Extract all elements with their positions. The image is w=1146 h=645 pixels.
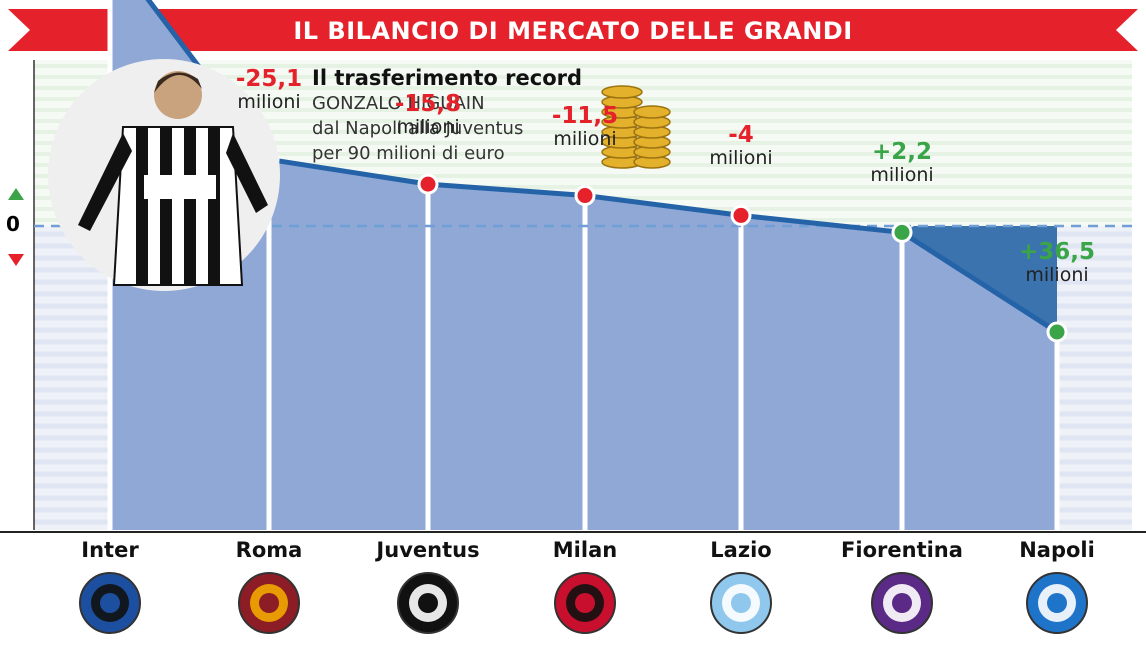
- data-label-roma: -25,1 milioni: [236, 67, 302, 113]
- data-label-juventus: -15,8 milioni: [395, 92, 461, 138]
- unit-label: milioni: [396, 116, 460, 139]
- data-label-lazio: -4 milioni: [709, 123, 772, 169]
- data-point-milan: [574, 185, 596, 207]
- chart-title: IL BILANCIO DI MERCATO DELLE GRANDI: [293, 17, 853, 45]
- tick-label-inter: Inter: [81, 538, 139, 562]
- data-label-fiorentina: +2,2 milioni: [870, 140, 933, 186]
- value-label: +2,2: [871, 139, 933, 166]
- unit-label: milioni: [553, 127, 617, 150]
- napoli-logo-icon: [1024, 570, 1090, 636]
- tick-label-lazio: Lazio: [710, 538, 772, 562]
- fiorentina-logo-icon: [869, 570, 935, 636]
- unit-label: milioni: [1025, 264, 1089, 286]
- value-label: -4: [728, 122, 754, 149]
- lazio-logo-icon: [708, 570, 774, 636]
- tick-label-milan: Milan: [552, 538, 618, 562]
- record-route: dal Napoli alla Juventus: [312, 118, 524, 139]
- milan-logo-icon: [552, 570, 618, 636]
- unit-label: milioni: [870, 164, 934, 187]
- value-label: -15,8: [394, 91, 462, 118]
- roma-logo-icon: [236, 570, 302, 636]
- player-photo: [28, 55, 300, 300]
- zero-axis-label: 0: [6, 212, 20, 236]
- unit-label: milioni: [709, 147, 773, 170]
- data-point-juventus: [417, 173, 439, 195]
- unit-label: milioni: [237, 91, 301, 114]
- record-transfer-note: Il trasferimento record GONZALO HIGUAIN …: [312, 66, 582, 166]
- down-arrow-icon: [8, 254, 24, 266]
- coins-icon: [596, 82, 676, 177]
- data-label-milan: -11,5 milioni: [552, 104, 618, 150]
- record-title: Il trasferimento record: [312, 66, 583, 90]
- tick-label-fiorentina: Fiorentina: [841, 538, 963, 562]
- record-player: GONZALO HIGUAIN: [312, 93, 485, 114]
- tick-label-napoli: Napoli: [1019, 538, 1095, 562]
- data-point-lazio: [730, 204, 752, 226]
- value-label: -25,1: [235, 66, 303, 93]
- tick-label-roma: Roma: [235, 538, 303, 562]
- data-point-fiorentina: [891, 221, 913, 243]
- juventus-logo-icon: [395, 570, 461, 636]
- value-label: -11,5: [551, 102, 619, 129]
- tick-label-juventus: Juventus: [376, 538, 480, 562]
- data-label-napoli: +36,5 milioni: [1019, 240, 1095, 286]
- value-label: +36,5: [1018, 239, 1096, 265]
- data-point-napoli: [1046, 321, 1068, 343]
- up-arrow-icon: [8, 188, 24, 200]
- record-amount: per 90 milioni di euro: [312, 143, 505, 164]
- inter-logo-icon: [77, 570, 143, 636]
